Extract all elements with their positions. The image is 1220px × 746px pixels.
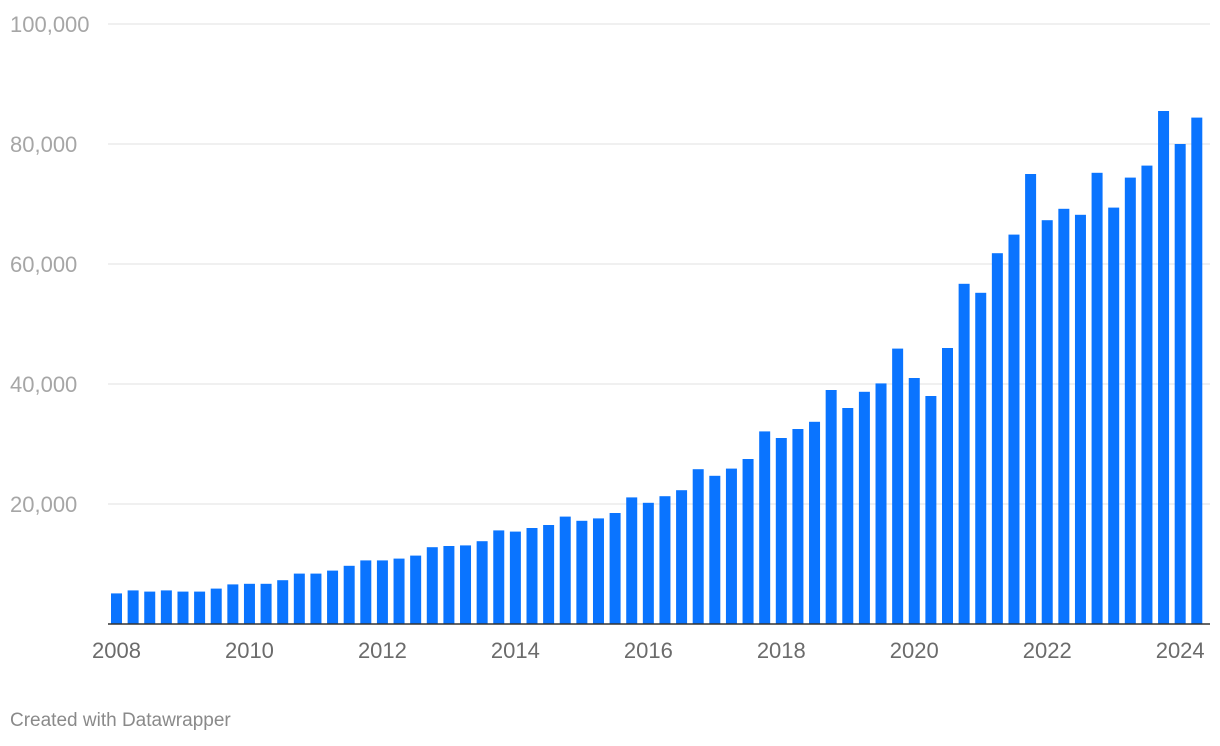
- bar: [576, 520, 588, 624]
- bar: [592, 518, 604, 624]
- x-tick-label: 2010: [225, 638, 274, 663]
- bar: [144, 591, 156, 624]
- bar: [393, 558, 405, 624]
- bar: [543, 525, 555, 624]
- bar: [842, 408, 854, 624]
- bar: [111, 593, 122, 624]
- bar: [1041, 220, 1053, 624]
- bar: [759, 431, 771, 624]
- bar: [410, 555, 422, 624]
- x-tick-label: 2022: [1023, 638, 1072, 663]
- bars: [111, 111, 1203, 625]
- x-tick-label: 2024: [1156, 638, 1205, 663]
- x-tick-label: 2012: [358, 638, 407, 663]
- y-tick-label: 80,000: [10, 132, 77, 157]
- bar: [991, 253, 1003, 624]
- bar: [775, 438, 787, 624]
- bar: [376, 560, 388, 624]
- y-tick-label: 40,000: [10, 372, 77, 397]
- bar: [160, 590, 172, 624]
- bar: [426, 547, 438, 624]
- bar: [559, 516, 571, 624]
- x-tick-label: 2014: [491, 638, 540, 663]
- bar: [975, 292, 987, 624]
- bar: [194, 591, 206, 624]
- bar: [476, 541, 488, 624]
- bar: [509, 531, 521, 624]
- bar: [642, 502, 654, 624]
- bar: [925, 396, 937, 624]
- bar: [443, 546, 455, 624]
- bar: [1008, 234, 1020, 624]
- x-tick-label: 2020: [890, 638, 939, 663]
- bar: [809, 421, 821, 624]
- bar: [875, 383, 887, 624]
- bar: [825, 390, 837, 624]
- bar: [1025, 174, 1037, 624]
- bar: [177, 591, 189, 624]
- bar: [692, 469, 704, 624]
- bar: [676, 490, 688, 624]
- y-tick-label: 60,000: [10, 252, 77, 277]
- bar: [725, 468, 737, 624]
- x-tick-label: 2016: [624, 638, 673, 663]
- x-tick-label: 2008: [92, 638, 141, 663]
- bar: [709, 475, 721, 624]
- bar: [493, 530, 505, 624]
- bar: [609, 513, 621, 624]
- bar: [526, 528, 538, 624]
- y-tick-label: 100,000: [10, 12, 90, 37]
- bar: [1124, 177, 1136, 624]
- bar: [1108, 207, 1120, 624]
- bar: [1141, 165, 1153, 624]
- bar: [260, 583, 272, 624]
- credit-text: Created with Datawrapper: [10, 710, 231, 731]
- x-tick-label: 2018: [757, 638, 806, 663]
- bar: [127, 590, 139, 624]
- bar: [1091, 172, 1103, 625]
- bar: [1074, 214, 1086, 625]
- bar: [327, 570, 339, 624]
- y-axis-ticks: 20,000 40,000 60,000 80,000 100,000: [10, 12, 90, 517]
- bar: [942, 348, 953, 624]
- bar: [343, 565, 355, 624]
- bar: [293, 573, 305, 624]
- bar: [210, 588, 222, 624]
- x-axis-ticks: 2008 2010 2012 2014 2016 2018 2020 2022 2024: [92, 638, 1205, 663]
- bar: [742, 459, 754, 624]
- bar: [243, 583, 255, 624]
- bar: [460, 545, 472, 624]
- bar: [1174, 144, 1186, 624]
- bar: [892, 348, 904, 624]
- bar: [792, 429, 804, 624]
- bar: [908, 378, 920, 624]
- bar: [958, 283, 970, 624]
- bar: [1058, 208, 1070, 625]
- bar: [1191, 117, 1203, 624]
- bar: [858, 391, 870, 624]
- bar: [659, 496, 671, 624]
- y-tick-label: 20,000: [10, 492, 77, 517]
- bar: [310, 573, 322, 624]
- bar: [626, 497, 638, 624]
- bar: [1158, 111, 1170, 624]
- bar: [277, 580, 289, 624]
- bar: [360, 560, 372, 624]
- bar: [227, 584, 239, 624]
